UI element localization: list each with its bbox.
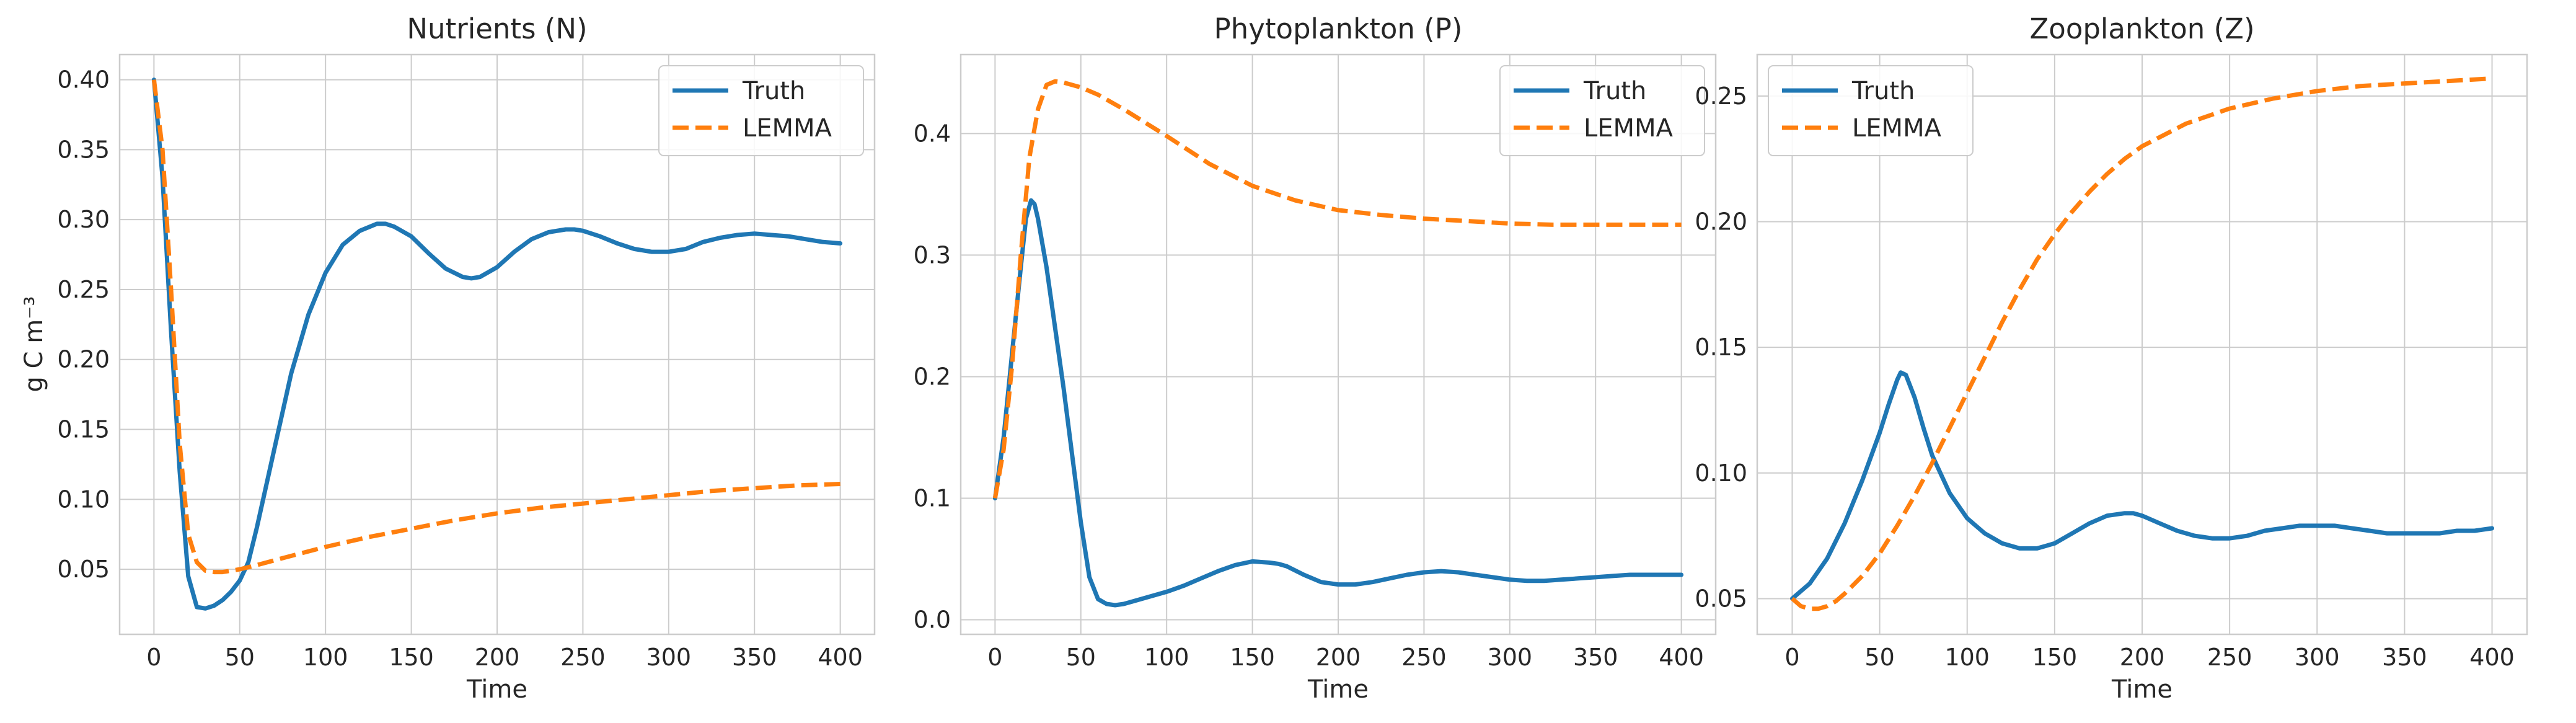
nutrients-x-tick-label: 250: [560, 644, 606, 671]
nutrients-y-tick-label: 0.30: [57, 206, 110, 233]
phytoplankton-x-tick-label: 50: [1066, 644, 1096, 671]
nutrients-x-tick-label: 400: [818, 644, 863, 671]
zooplankton-x-axis-label: Time: [2111, 675, 2172, 704]
nutrients-lemma-line: [151, 79, 840, 575]
nutrients-x-tick-label: 200: [475, 644, 520, 671]
nutrients-x-tick-label: 50: [225, 644, 255, 671]
nutrients-truth-line: [151, 78, 843, 611]
phytoplankton-plot-frame: [959, 53, 1717, 636]
phytoplankton-x-axis-label: Time: [1307, 675, 1369, 704]
nutrients-y-tick-label: 0.35: [57, 136, 110, 163]
phytoplankton-legend-box: [1499, 65, 1705, 156]
nutrients-legend-box: [658, 65, 864, 156]
nutrients-y-tick-label: 0.20: [57, 346, 110, 373]
nutrients-y-axis-label: g C m⁻³: [20, 296, 48, 393]
phytoplankton-title: Phytoplankton (P): [1214, 12, 1463, 45]
nutrients-x-tick-label: 150: [389, 644, 434, 671]
zooplankton-legend-truth-label: Truth: [1851, 77, 1915, 105]
zooplankton-x-tick-label: 100: [1944, 644, 1990, 671]
nutrients-x-tick-label: 300: [646, 644, 692, 671]
nutrients-legend: Truth LEMMA: [658, 65, 864, 156]
nutrients-x-tick-label: 100: [303, 644, 348, 671]
zooplankton-x-tick-label: 250: [2207, 644, 2252, 671]
phytoplankton-x-tick-label: 300: [1488, 644, 1533, 671]
zooplankton-y-tick-label: 0.05: [1695, 585, 1747, 612]
nutrients-x-axis-label: Time: [466, 675, 527, 704]
nutrients-y-tick-label: 0.10: [57, 486, 110, 513]
zooplankton-lemma-line: [1791, 76, 2492, 611]
phytoplankton-legend-truth-label: Truth: [1583, 77, 1646, 105]
nutrients-legend-lemma-label: LEMMA: [743, 114, 832, 143]
phytoplankton-lemma-line: [992, 79, 1682, 499]
nutrients-y-tick-label: 0.25: [57, 276, 110, 303]
phytoplankton-panel: Phytoplankton (P) Time 0 50 100 150 200 250 30…: [914, 12, 1717, 704]
zooplankton-legend-lemma-label: LEMMA: [1852, 114, 1942, 143]
zooplankton-plot-frame: [1756, 53, 2528, 636]
phytoplankton-y-tick-label: 0.1: [914, 484, 951, 512]
phytoplankton-x-tick-label: 200: [1316, 644, 1361, 671]
phytoplankton-y-tick-label: 0.4: [914, 120, 951, 147]
zooplankton-y-tick-label: 0.25: [1695, 82, 1747, 110]
nutrients-panel: Nutrients (N) Time g C m⁻³ 0 50 100 150 200 2…: [20, 12, 876, 704]
phytoplankton-y-tick-label: 0.0: [914, 606, 951, 633]
zooplankton-y-tick-label: 0.10: [1695, 459, 1747, 487]
nutrients-legend-truth-label: Truth: [742, 77, 805, 105]
nutrients-title: Nutrients (N): [407, 12, 587, 45]
nutrients-plot-frame: [118, 53, 876, 636]
zooplankton-legend-box: [1768, 65, 1974, 156]
phytoplankton-x-tick-label: 400: [1659, 644, 1704, 671]
zooplankton-x-tick-label: 300: [2295, 644, 2340, 671]
phytoplankton-legend-lemma-label: LEMMA: [1584, 114, 1674, 143]
zooplankton-x-tick-label: 150: [2032, 644, 2078, 671]
phytoplankton-y-tick-label: 0.2: [914, 363, 951, 390]
zooplankton-x-tick-label: 200: [2120, 644, 2165, 671]
zooplankton-truth-line: [1790, 370, 2494, 601]
nutrients-y-tick-label: 0.15: [57, 416, 110, 443]
zooplankton-y-tick-label: 0.15: [1695, 334, 1747, 361]
nutrients-y-tick-label: 0.05: [57, 556, 110, 583]
zooplankton-x-tick-label: 50: [1864, 644, 1894, 671]
zooplankton-x-tick-label: 350: [2382, 644, 2427, 671]
nutrients-x-tick-label: 0: [146, 644, 161, 671]
phytoplankton-x-tick-label: 350: [1573, 644, 1618, 671]
phytoplankton-legend: Truth LEMMA: [1499, 65, 1705, 156]
nutrients-y-tick-label: 0.40: [57, 66, 110, 94]
phytoplankton-truth-line: [992, 198, 1684, 608]
phytoplankton-x-tick-label: 250: [1401, 644, 1447, 671]
phytoplankton-y-tick-label: 0.3: [914, 241, 951, 268]
zooplankton-panel: Zooplankton (Z) Time 0 50 100 150 200 250 300 3…: [1695, 12, 2528, 704]
phytoplankton-x-tick-label: 150: [1230, 644, 1275, 671]
zooplankton-x-tick-label: 400: [2469, 644, 2515, 671]
zooplankton-title: Zooplankton (Z): [2029, 12, 2254, 45]
phytoplankton-x-tick-label: 100: [1144, 644, 1189, 671]
nutrients-x-tick-label: 350: [732, 644, 777, 671]
zooplankton-x-tick-label: 0: [1784, 644, 1799, 671]
zooplankton-y-tick-label: 0.20: [1695, 208, 1747, 236]
zooplankton-legend: Truth LEMMA: [1768, 65, 1974, 156]
phytoplankton-x-tick-label: 0: [987, 644, 1002, 671]
